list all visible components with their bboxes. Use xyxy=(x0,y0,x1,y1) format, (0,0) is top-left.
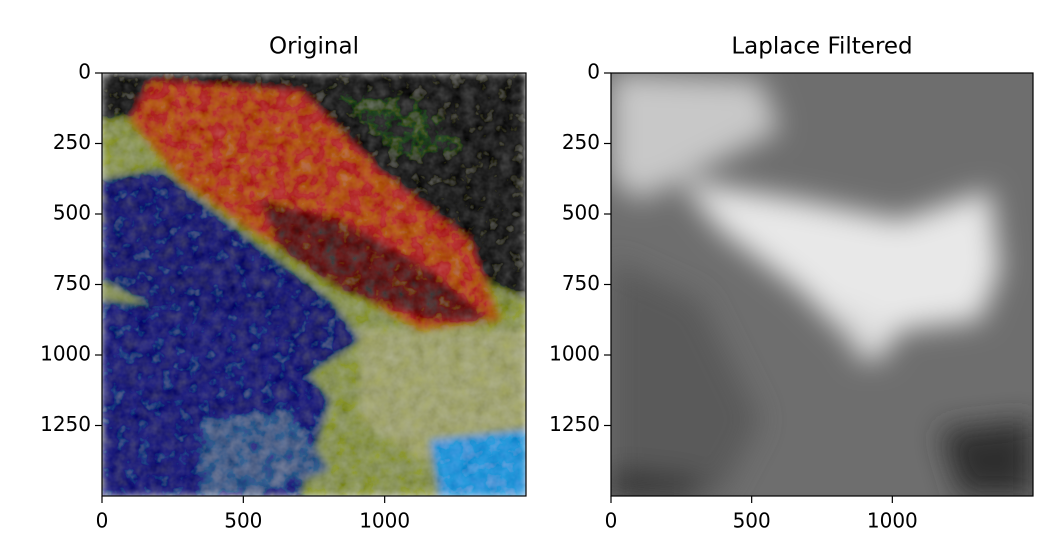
chart-title: Original xyxy=(269,34,359,60)
y-tick-label: 250 xyxy=(53,130,91,154)
y-tick-label: 500 xyxy=(53,201,91,225)
x-tick-label: 0 xyxy=(605,509,618,533)
filtered-image xyxy=(611,73,1033,496)
y-tick-label: 500 xyxy=(562,201,600,225)
y-tick-label: 250 xyxy=(562,130,600,154)
y-tick-label: 750 xyxy=(562,271,600,295)
y-tick-label: 750 xyxy=(53,271,91,295)
x-tick-label: 1000 xyxy=(359,509,410,533)
y-tick-label: 1000 xyxy=(40,342,91,366)
x-tick-label: 500 xyxy=(733,509,771,533)
chart-title: Laplace Filtered xyxy=(731,34,912,60)
y-tick-label: 1000 xyxy=(549,342,600,366)
original-image xyxy=(102,73,526,496)
x-tick-label: 0 xyxy=(96,509,109,533)
x-tick-label: 500 xyxy=(224,509,262,533)
y-tick-label: 0 xyxy=(78,60,91,84)
y-tick-label: 1250 xyxy=(549,412,600,436)
y-tick-label: 1250 xyxy=(40,412,91,436)
x-tick-label: 1000 xyxy=(867,509,918,533)
y-tick-label: 0 xyxy=(587,60,600,84)
